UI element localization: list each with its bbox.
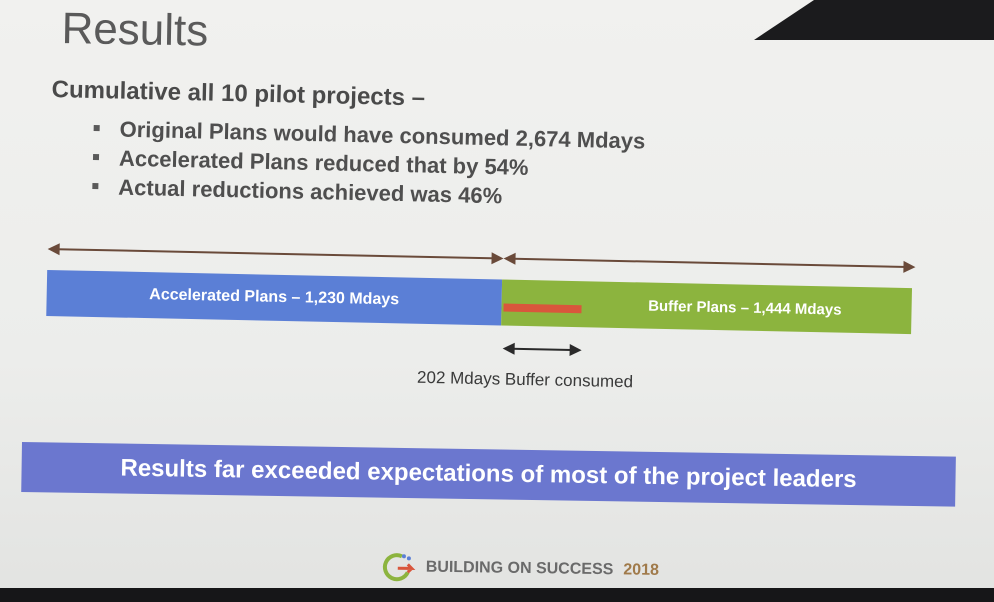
results-banner: Results far exceeded expectations of mos… — [21, 442, 956, 507]
slide-title: Results — [61, 4, 209, 56]
bullet-list: Original Plans would have consumed 2,674… — [90, 114, 646, 214]
arrow-right-head-icon — [569, 343, 582, 357]
buffer-plans-label: Buffer Plans – 1,444 Mdays — [647, 297, 842, 319]
buffer-consumed-label: 202 Mdays Buffer consumed — [416, 367, 634, 392]
bullet-text: Actual reductions achieved was 46% — [118, 174, 503, 209]
slide-heading: Cumulative all 10 pilot projects – — [51, 76, 426, 112]
buffer-consumed-bar — [503, 303, 582, 314]
bullet-icon — [93, 125, 100, 132]
arrow-right-head-icon — [491, 252, 504, 265]
dark-bottom-edge — [0, 588, 994, 602]
bullet-icon — [92, 183, 99, 190]
arrow-right-head-icon — [903, 260, 916, 274]
results-banner-text: Results far exceeded expectations of mos… — [120, 454, 857, 494]
plan-diagram: Accelerated Plans – 1,230 Mdays Buffer P… — [44, 232, 917, 420]
accelerated-span-arrow — [57, 248, 498, 260]
footer-text: BUILDING ON SUCCESS — [425, 558, 614, 579]
footer: BUILDING ON SUCCESS 2018 — [382, 552, 660, 586]
accelerated-plans-bar: Accelerated Plans – 1,230 Mdays — [46, 269, 503, 326]
arrow-left-head-icon — [502, 342, 515, 355]
accelerated-plans-label: Accelerated Plans – 1,230 Mdays — [149, 286, 400, 309]
arrow-left-head-icon — [503, 252, 516, 265]
bullet-icon — [92, 154, 100, 161]
footer-year: 2018 — [623, 561, 660, 579]
g-arrow-logo-icon — [382, 553, 416, 582]
buffer-span-arrow — [507, 257, 908, 269]
consumed-span-arrow — [511, 347, 572, 351]
dark-corner — [754, 0, 994, 40]
arrow-left-head-icon — [47, 242, 60, 256]
